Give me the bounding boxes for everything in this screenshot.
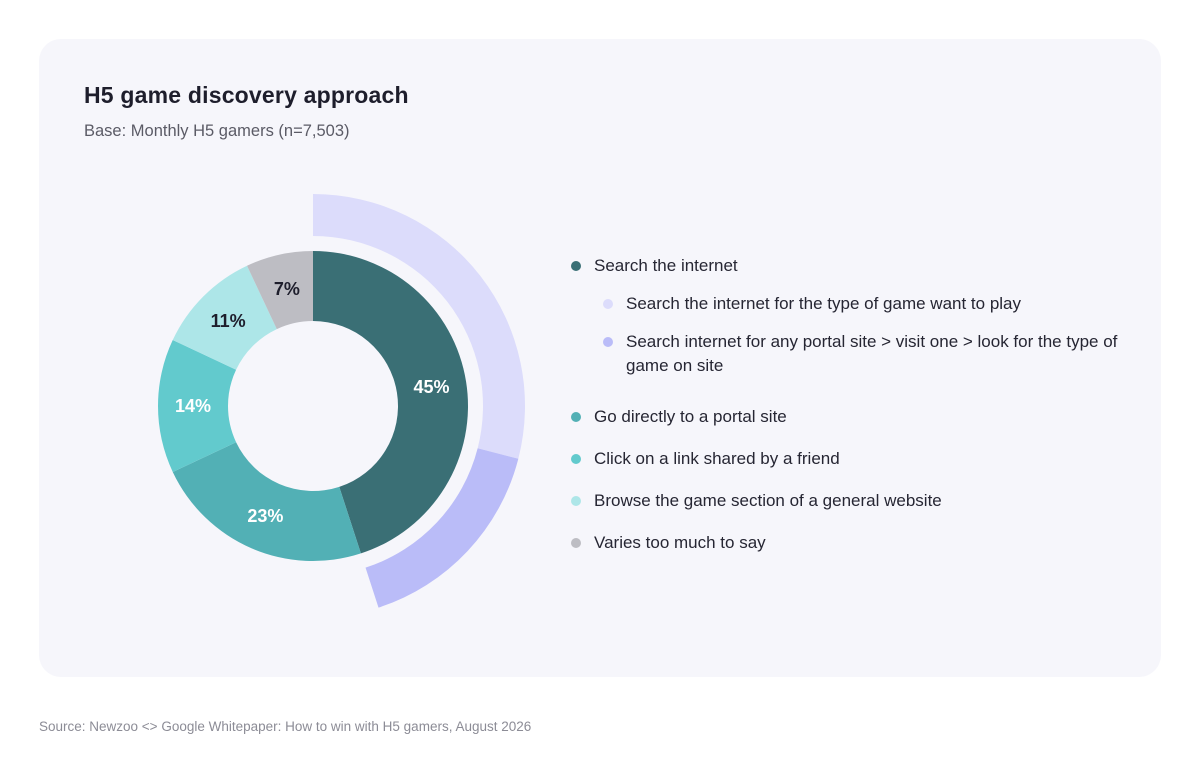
donut-slice bbox=[313, 251, 468, 554]
slice-label: 14% bbox=[175, 396, 211, 416]
legend-swatch bbox=[603, 337, 613, 347]
legend-swatch bbox=[571, 261, 581, 271]
legend-label: Click on a link shared by a friend bbox=[594, 449, 840, 468]
legend-label: Go directly to a portal site bbox=[594, 407, 787, 426]
source-note: Source: Newzoo <> Google Whitepaper: How… bbox=[39, 719, 532, 734]
legend-label: Varies too much to say bbox=[594, 533, 766, 552]
slice-label: 45% bbox=[414, 377, 450, 397]
legend-swatch bbox=[571, 496, 581, 506]
chart-legend: Search the internet Search the internet f… bbox=[571, 254, 1131, 555]
outer-ring-slice bbox=[313, 194, 525, 459]
legend-label: Search the internet bbox=[594, 256, 738, 275]
legend-label: Search internet for any portal site > vi… bbox=[626, 332, 1118, 375]
slice-label: 11% bbox=[211, 311, 246, 331]
outer-ring-slice bbox=[365, 448, 519, 608]
legend-swatch bbox=[571, 412, 581, 422]
slice-label: 7% bbox=[274, 279, 300, 299]
legend-item: Click on a link shared by a friend bbox=[571, 447, 1131, 471]
legend-swatch bbox=[571, 538, 581, 548]
slice-label: 23% bbox=[247, 506, 283, 526]
chart-title: H5 game discovery approach bbox=[84, 82, 409, 108]
donut-slice bbox=[247, 251, 313, 330]
legend-label: Search the internet for the type of game… bbox=[626, 294, 1022, 313]
legend-item: Varies too much to say bbox=[571, 531, 1131, 555]
legend-item: Browse the game section of a general web… bbox=[571, 489, 1131, 513]
legend-item: Go directly to a portal site bbox=[571, 405, 1131, 429]
legend-item: Search the internet bbox=[571, 254, 1131, 278]
legend-label: Browse the game section of a general web… bbox=[594, 491, 942, 510]
legend-swatch bbox=[603, 299, 613, 309]
legend-item: Search the internet for the type of game… bbox=[571, 292, 1131, 316]
donut-slice bbox=[172, 265, 277, 370]
legend-item: Search internet for any portal site > vi… bbox=[571, 330, 1131, 378]
donut-slice bbox=[158, 340, 237, 472]
donut-slice bbox=[172, 442, 361, 561]
chart-subtitle: Base: Monthly H5 gamers (n=7,503) bbox=[84, 122, 350, 140]
legend-swatch bbox=[571, 454, 581, 464]
